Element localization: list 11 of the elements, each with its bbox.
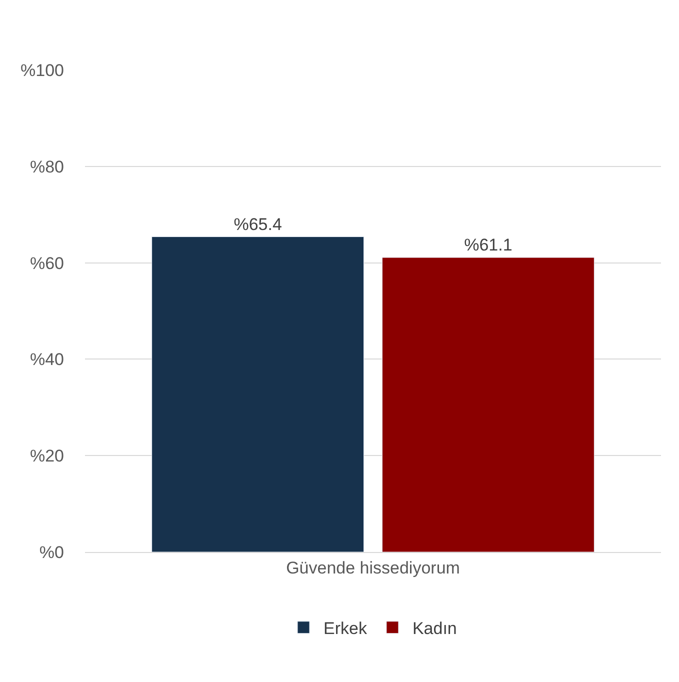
x-tick-label: Güvende hissediyorum [286, 558, 460, 578]
y-tick-label: %100 [20, 60, 64, 80]
y-tick-label: %80 [30, 157, 64, 176]
y-tick-label: %60 [30, 254, 64, 273]
y-tick-label: %0 [39, 542, 64, 562]
y-tick-label: %40 [30, 350, 64, 370]
y-tick-label: %20 [30, 446, 64, 466]
legend-label: Erkek [324, 619, 368, 638]
legend-label: Kadın [412, 619, 457, 638]
data-label: %61.1 [464, 236, 512, 254]
data-label: %65.4 [234, 214, 282, 234]
